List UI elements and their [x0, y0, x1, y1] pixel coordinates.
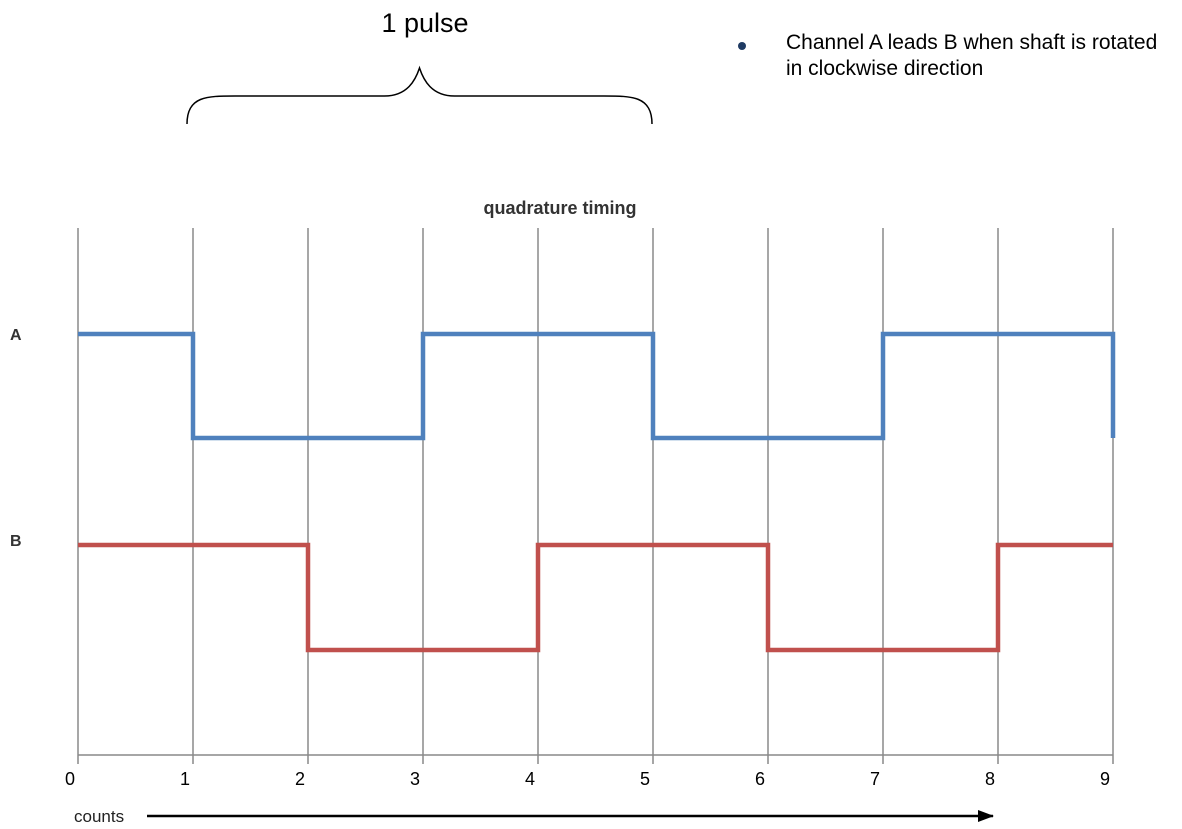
note: Channel A leads B when shaft is rotated …: [735, 30, 1175, 82]
tick-label-5: 5: [640, 769, 650, 789]
tick-label-1: 1: [180, 769, 190, 789]
series-label-b: B: [10, 533, 22, 550]
pulse-label: 1 pulse: [381, 8, 469, 38]
tick-label-4: 4: [525, 769, 535, 789]
note-text: Channel A leads B when shaft is rotated …: [786, 31, 1158, 80]
tick-label-8: 8: [985, 769, 995, 789]
chart-title: quadrature timing: [483, 198, 636, 218]
tick-label-9: 9: [1100, 769, 1110, 789]
series-line-a: [78, 331, 1116, 441]
tick-label-2: 2: [295, 769, 305, 789]
tick-label-3: 3: [410, 769, 420, 789]
series-label-a: A: [10, 327, 22, 344]
tick-label-6: 6: [755, 769, 765, 789]
bullet-icon: [738, 42, 746, 50]
series-line-b: [78, 542, 1113, 653]
pulse-brace: [186, 65, 653, 125]
tick-label-7: 7: [870, 769, 880, 789]
tick-label-0: 0: [65, 769, 75, 789]
x-axis-label: counts: [74, 807, 124, 826]
